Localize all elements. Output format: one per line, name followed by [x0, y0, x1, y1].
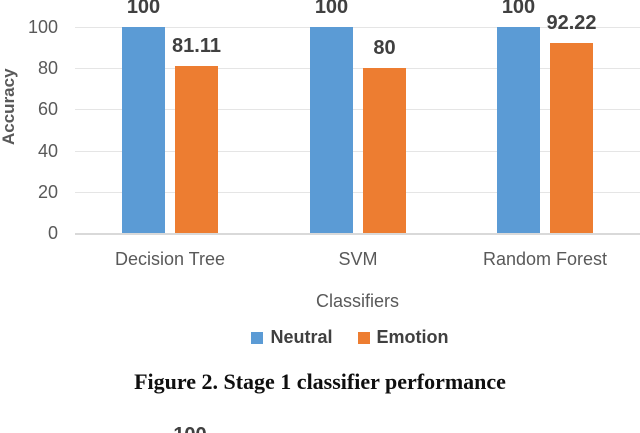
data-label-neutral-random-forest: 100	[501, 0, 536, 18]
bar-emotion-decision-tree	[175, 65, 218, 233]
bar-neutral-decision-tree	[122, 27, 165, 233]
legend-label-emotion: Emotion	[376, 327, 449, 347]
y-tick-label: 20	[37, 181, 58, 202]
category-label-random-forest: Random Forest	[482, 249, 608, 269]
y-tick-label: 60	[37, 99, 58, 120]
y-tick-label: 0	[47, 223, 58, 243]
chart-legend: Neutral Emotion	[60, 327, 640, 348]
data-label-emotion-decision-tree: 81.11	[172, 34, 221, 57]
legend-label-neutral: Neutral	[270, 327, 333, 347]
legend-swatch-emotion	[357, 331, 370, 344]
bar-neutral-svm	[310, 27, 353, 233]
data-label-emotion-random-forest: 92.22	[546, 12, 597, 35]
y-tick-label: 100	[27, 17, 58, 37]
y-tick-label: 80	[37, 58, 58, 79]
figure-caption: Figure 2. Stage 1 classifier performance	[134, 369, 506, 394]
data-label-neutral-decision-tree: 100	[126, 0, 161, 18]
gridline	[75, 191, 640, 193]
bar-emotion-random-forest	[550, 43, 593, 233]
y-tick-label: 40	[37, 140, 58, 161]
gridline	[75, 150, 640, 152]
category-label-svm: SVM	[338, 249, 378, 269]
gridline	[75, 109, 640, 111]
legend-swatch-neutral	[251, 331, 264, 344]
gridline	[75, 68, 640, 70]
x-axis-title: Classifiers	[315, 291, 399, 311]
data-label-emotion-svm: 80	[373, 37, 396, 60]
next-figure-label-fragment: 100	[170, 424, 210, 433]
x-axis-line	[75, 233, 640, 235]
bar-emotion-svm	[363, 68, 406, 233]
category-label-decision-tree: Decision Tree	[114, 249, 226, 269]
legend-item-emotion: Emotion	[357, 327, 449, 348]
bar-neutral-random-forest	[497, 27, 540, 233]
legend-item-neutral: Neutral	[251, 327, 333, 348]
gridline	[75, 27, 640, 28]
data-label-neutral-svm: 100	[314, 0, 349, 18]
